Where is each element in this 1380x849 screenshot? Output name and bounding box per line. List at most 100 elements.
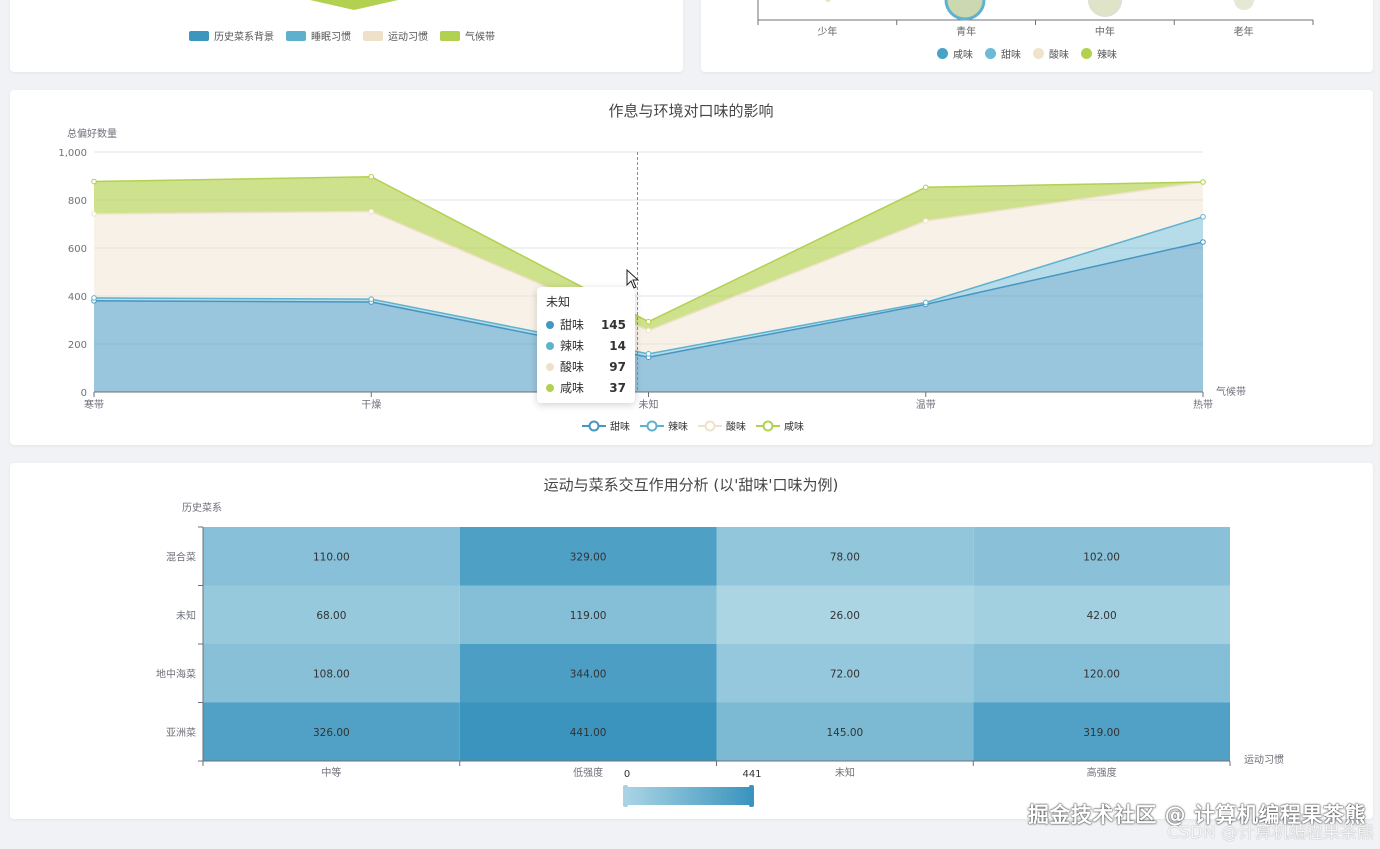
- area-fill-甜味[interactable]: [94, 242, 1203, 392]
- heatmap-cell[interactable]: 108.00: [203, 644, 460, 703]
- heatmap-panel: 运动与菜系交互作用分析 (以'甜味'口味为例) 历史菜系 运动习惯 110.00 329…: [10, 463, 1373, 819]
- legend-label: 甜味: [1001, 50, 1021, 61]
- legend-item-3[interactable]: 气候带: [440, 28, 495, 43]
- heatmap-cell-label: 108.00: [313, 668, 350, 680]
- area-legend-item-2[interactable]: 酸味: [698, 420, 746, 433]
- heatmap-cell[interactable]: 78.00: [716, 527, 974, 586]
- area-y-tick-label: 800: [68, 196, 87, 207]
- heatmap-cell[interactable]: 441.00: [459, 702, 717, 762]
- heatmap-cell[interactable]: 329.00: [459, 527, 717, 586]
- tooltip-dot: [546, 362, 554, 371]
- visual-map-handle-min[interactable]: [623, 785, 628, 807]
- area-point[interactable]: [645, 351, 652, 357]
- tr-legend-item-3[interactable]: 辣味: [1081, 46, 1117, 61]
- heatmap-cell[interactable]: 26.00: [716, 585, 974, 645]
- top-right-chart: 少年 青年 中年 老年: [757, 0, 1314, 38]
- area-point[interactable]: [91, 178, 97, 185]
- heatmap-cell[interactable]: 145.00: [716, 702, 974, 762]
- legend-swatch: [363, 30, 383, 41]
- heatmap-y-tick-label: 亚洲菜: [166, 727, 196, 739]
- legend-swatch: [286, 30, 306, 41]
- area-point[interactable]: [91, 295, 97, 301]
- area-legend-item-3[interactable]: 咸味: [756, 420, 804, 433]
- heatmap-cell-rect: [459, 702, 717, 761]
- heatmap-cell-rect: [716, 702, 974, 761]
- legend-swatch: [985, 48, 996, 59]
- area-x-tick-label: 寒带: [84, 398, 104, 411]
- top-left-chart-remnant: [310, 0, 398, 10]
- legend-label: 历史菜系背景: [214, 32, 274, 43]
- tr-bubble-middle[interactable]: [1088, 0, 1122, 17]
- area-fill-咸味[interactable]: [94, 176, 1203, 331]
- area-legend-item-0[interactable]: 甜味: [582, 420, 630, 433]
- area-y-axis-name: 总偏好数量: [67, 127, 117, 140]
- heatmap-cell-rect: [459, 527, 717, 586]
- heatmap-cell-rect: [459, 644, 717, 703]
- tr-bubble-old[interactable]: [1234, 0, 1254, 10]
- legend-swatch: [189, 30, 209, 41]
- heatmap-cell[interactable]: 344.00: [459, 644, 717, 703]
- area-point[interactable]: [368, 208, 375, 215]
- heatmap-cell-label: 72.00: [830, 668, 860, 680]
- legend-label: 辣味: [668, 420, 688, 433]
- heatmap-cell[interactable]: 42.00: [973, 585, 1230, 645]
- area-x-tick-label: 未知: [639, 398, 659, 411]
- heatmap-cell[interactable]: 319.00: [973, 702, 1230, 762]
- top-right-legend: 咸味 甜味 酸味 辣味: [937, 46, 1117, 61]
- tr-legend-item-0[interactable]: 咸味: [937, 46, 973, 61]
- heatmap-cell-label: 119.00: [570, 610, 607, 622]
- legend-label: 气候带: [465, 32, 495, 43]
- heatmap-x-tick-label: 高强度: [1087, 766, 1117, 779]
- tr-legend-item-2[interactable]: 酸味: [1033, 46, 1069, 61]
- heatmap-cell[interactable]: 72.00: [716, 644, 974, 703]
- heatmap-cell[interactable]: 68.00: [203, 585, 460, 645]
- legend-label: 运动习惯: [388, 32, 428, 43]
- area-fill-辣味[interactable]: [94, 216, 1203, 358]
- visual-map-bar[interactable]: [625, 787, 752, 805]
- area-point[interactable]: [1200, 239, 1206, 245]
- heatmap-y-tick-label: 地中海菜: [156, 667, 196, 680]
- heatmap-cell-label: 102.00: [1083, 551, 1120, 563]
- heatmap-y-tick-label: 未知: [176, 609, 196, 622]
- heatmap-cell[interactable]: 119.00: [459, 585, 717, 645]
- visual-map-handle-max[interactable]: [749, 785, 754, 807]
- heatmap-cell[interactable]: 110.00: [203, 527, 460, 586]
- area-point[interactable]: [368, 173, 375, 180]
- tooltip-row: 辣味 14: [546, 335, 626, 356]
- area-legend-item-1[interactable]: 辣味: [640, 420, 688, 433]
- heatmap-cell-rect: [203, 585, 460, 644]
- heatmap-cell-label: 326.00: [313, 727, 350, 739]
- heatmap-cell[interactable]: 120.00: [973, 644, 1230, 703]
- watermark-csdn: CSDN @计算机编程果茶熊: [1167, 823, 1374, 843]
- area-point[interactable]: [922, 299, 929, 306]
- area-x-tick-label: 热带: [1193, 398, 1213, 411]
- tooltip-row: 酸味 97: [546, 356, 626, 377]
- tr-bubble-youth[interactable]: [944, 0, 986, 21]
- legend-item-2[interactable]: 运动习惯: [363, 28, 428, 43]
- heatmap-cell-label: 110.00: [313, 551, 350, 563]
- area-point[interactable]: [922, 184, 929, 191]
- heatmap-cell[interactable]: 102.00: [973, 527, 1230, 586]
- legend-marker: [762, 420, 774, 432]
- tr-bubble-teen[interactable]: [825, 0, 831, 2]
- legend-item-0[interactable]: 历史菜系背景: [189, 28, 274, 43]
- tr-x-label: 青年: [956, 25, 976, 38]
- area-point[interactable]: [1200, 179, 1206, 185]
- tr-legend-item-1[interactable]: 甜味: [985, 46, 1021, 61]
- area-point[interactable]: [91, 211, 97, 217]
- area-point[interactable]: [922, 218, 929, 224]
- area-y-tick-label: 0: [81, 388, 87, 399]
- area-point[interactable]: [368, 296, 375, 302]
- heatmap-x-tick-label: 中等: [321, 766, 341, 779]
- heatmap-cell-label: 344.00: [570, 668, 607, 680]
- area-point[interactable]: [1200, 214, 1206, 220]
- area-point[interactable]: [645, 318, 652, 325]
- legend-item-1[interactable]: 睡眠习惯: [286, 28, 351, 43]
- area-point[interactable]: [645, 327, 652, 334]
- area-x-tick-label: 温带: [916, 399, 936, 411]
- area-fill-酸味[interactable]: [94, 182, 1203, 354]
- heatmap-cell-rect: [716, 527, 974, 586]
- heatmap-cell[interactable]: 326.00: [203, 702, 460, 762]
